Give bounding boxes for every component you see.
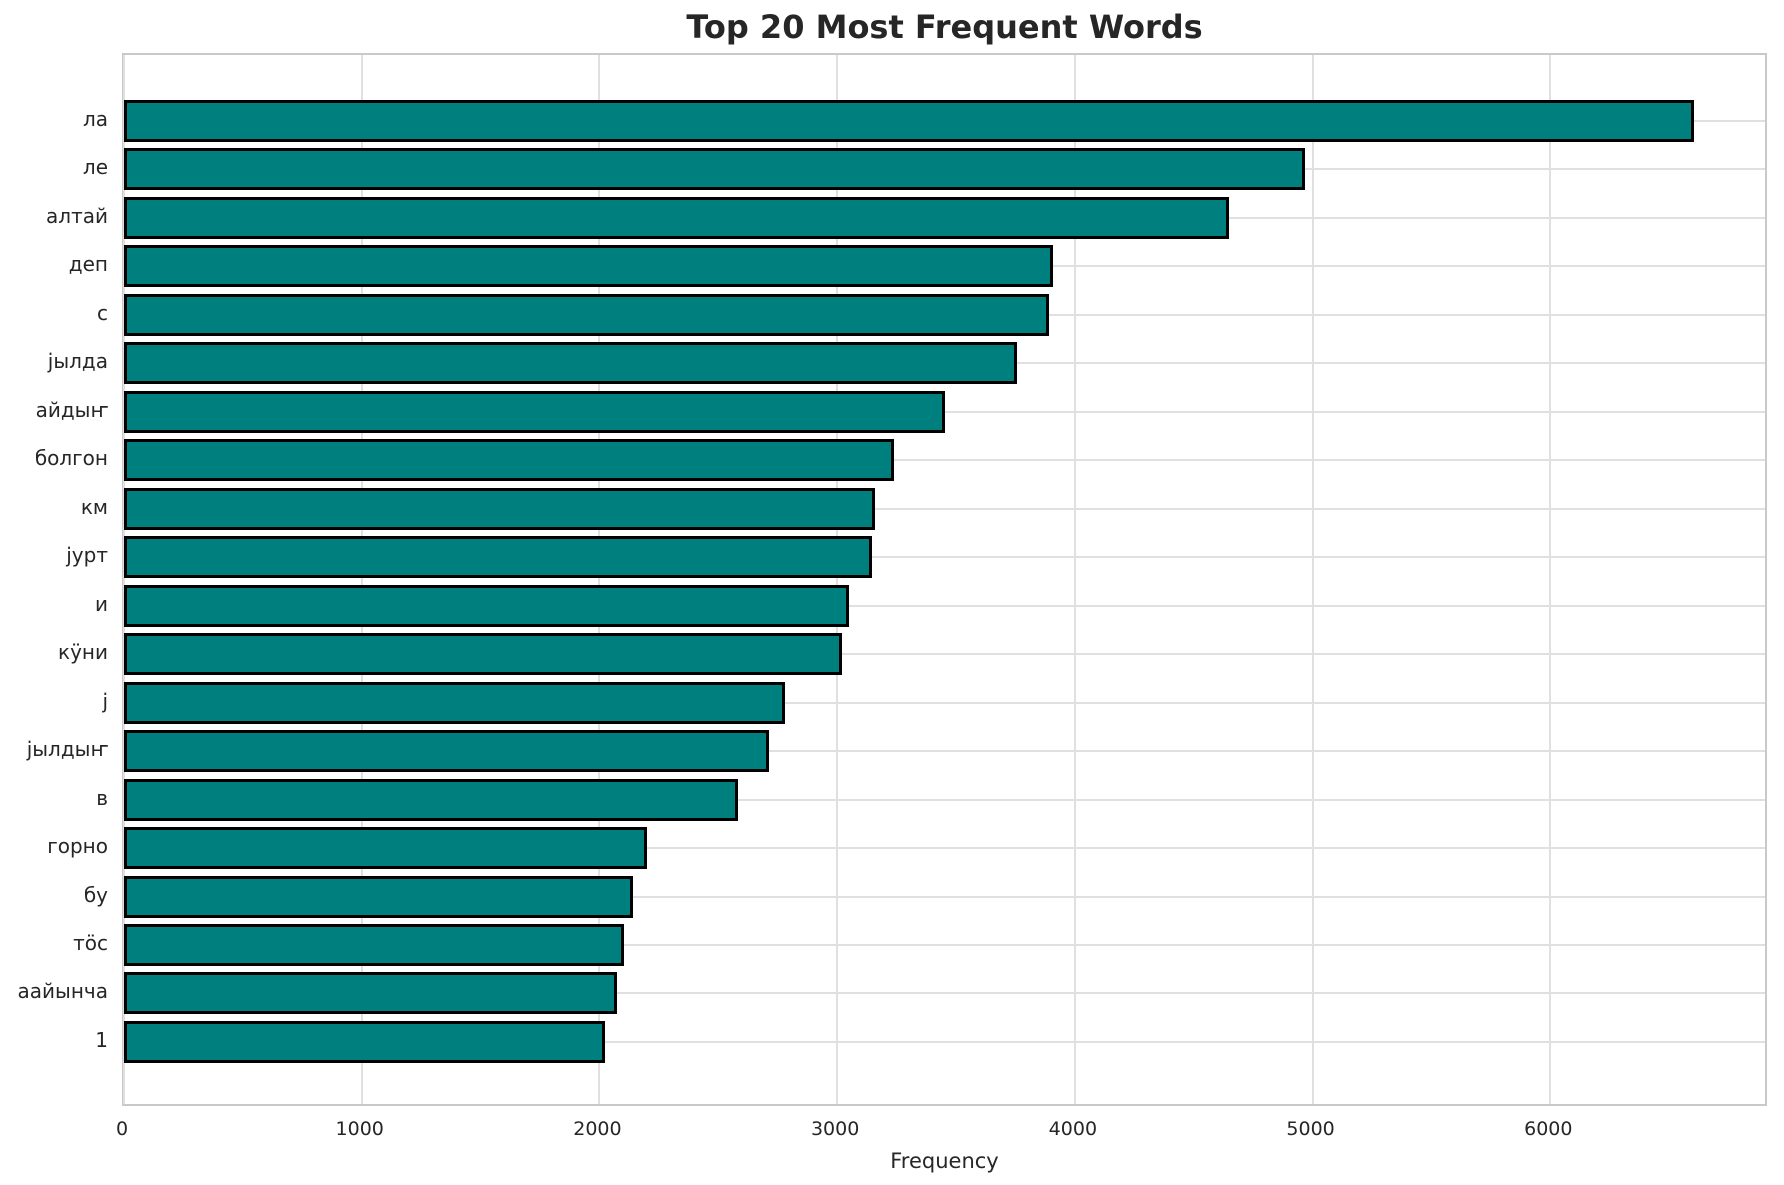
gridline-v	[836, 55, 839, 1104]
y-tick-label: ле	[82, 155, 108, 180]
bar	[124, 875, 633, 918]
y-tick-label: деп	[68, 252, 108, 277]
x-tick-label: 6000	[1524, 1118, 1573, 1140]
bar	[124, 681, 785, 724]
y-tick-label: аайынча	[17, 979, 108, 1004]
chart-title: Top 20 Most Frequent Words	[686, 8, 1203, 46]
y-tick-label: кӱни	[58, 640, 108, 665]
bar	[124, 923, 625, 966]
x-tick-label: 0	[115, 1118, 129, 1140]
bar	[124, 100, 1695, 142]
bar	[124, 972, 618, 1015]
y-tick-label: в	[96, 785, 108, 810]
bar	[124, 245, 1054, 288]
bar	[124, 293, 1049, 336]
gridline-v	[360, 55, 363, 1104]
y-tick-label: јылдыҥ	[26, 737, 108, 762]
bar	[124, 827, 647, 870]
gridline-h	[124, 604, 1765, 607]
gridline-h	[124, 459, 1765, 462]
y-tick-label: алтай	[46, 203, 108, 228]
bar	[124, 196, 1230, 239]
gridline-h	[124, 507, 1765, 510]
x-tick-label: 3000	[810, 1118, 860, 1140]
x-tick-label: 5000	[1286, 1118, 1335, 1140]
bar	[124, 778, 739, 821]
y-tick-label: айдыҥ	[35, 397, 108, 422]
bar	[124, 148, 1306, 191]
gridline-h	[124, 847, 1765, 850]
gridline-v	[123, 55, 125, 1104]
x-tick-label: 4000	[1048, 1118, 1098, 1140]
gridline-h	[124, 1040, 1765, 1043]
plot-area	[122, 53, 1767, 1106]
x-tick-label: 1000	[335, 1118, 384, 1140]
y-tick-label: с	[97, 300, 108, 325]
bar	[124, 487, 876, 530]
gridline-v	[1311, 55, 1314, 1104]
x-axis-label: Frequency	[890, 1149, 999, 1173]
y-tick-label: јурт	[66, 543, 108, 568]
gridline-v	[1073, 55, 1076, 1104]
y-tick-label: ј	[102, 688, 108, 713]
gridline-v	[598, 55, 601, 1104]
y-tick-label: горно	[47, 834, 108, 859]
y-tick-label: тöс	[73, 930, 108, 955]
y-tick-label: болгон	[34, 446, 108, 471]
bar	[124, 584, 850, 627]
bar	[124, 633, 842, 676]
y-tick-label: ла	[82, 107, 108, 131]
y-tick-label: и	[95, 591, 108, 616]
y-tick-label: км	[80, 494, 108, 519]
gridline-v	[1549, 55, 1552, 1104]
gridline-h	[124, 556, 1765, 559]
x-tick-label: 2000	[573, 1118, 622, 1140]
gridline-h	[124, 798, 1765, 801]
bar	[124, 1020, 606, 1063]
gridline-h	[124, 943, 1765, 946]
gridline-h	[124, 992, 1765, 995]
bar	[124, 342, 1017, 385]
gridline-h	[124, 701, 1765, 704]
bar	[124, 730, 770, 773]
y-tick-label: бу	[83, 882, 108, 907]
gridline-h	[124, 750, 1765, 753]
y-tick-label: 1	[95, 1027, 108, 1052]
gridline-h	[124, 653, 1765, 656]
bar	[124, 390, 946, 433]
gridline-h	[124, 895, 1765, 898]
bar	[124, 536, 872, 579]
bar	[124, 439, 895, 482]
y-tick-label: јылда	[47, 349, 108, 374]
